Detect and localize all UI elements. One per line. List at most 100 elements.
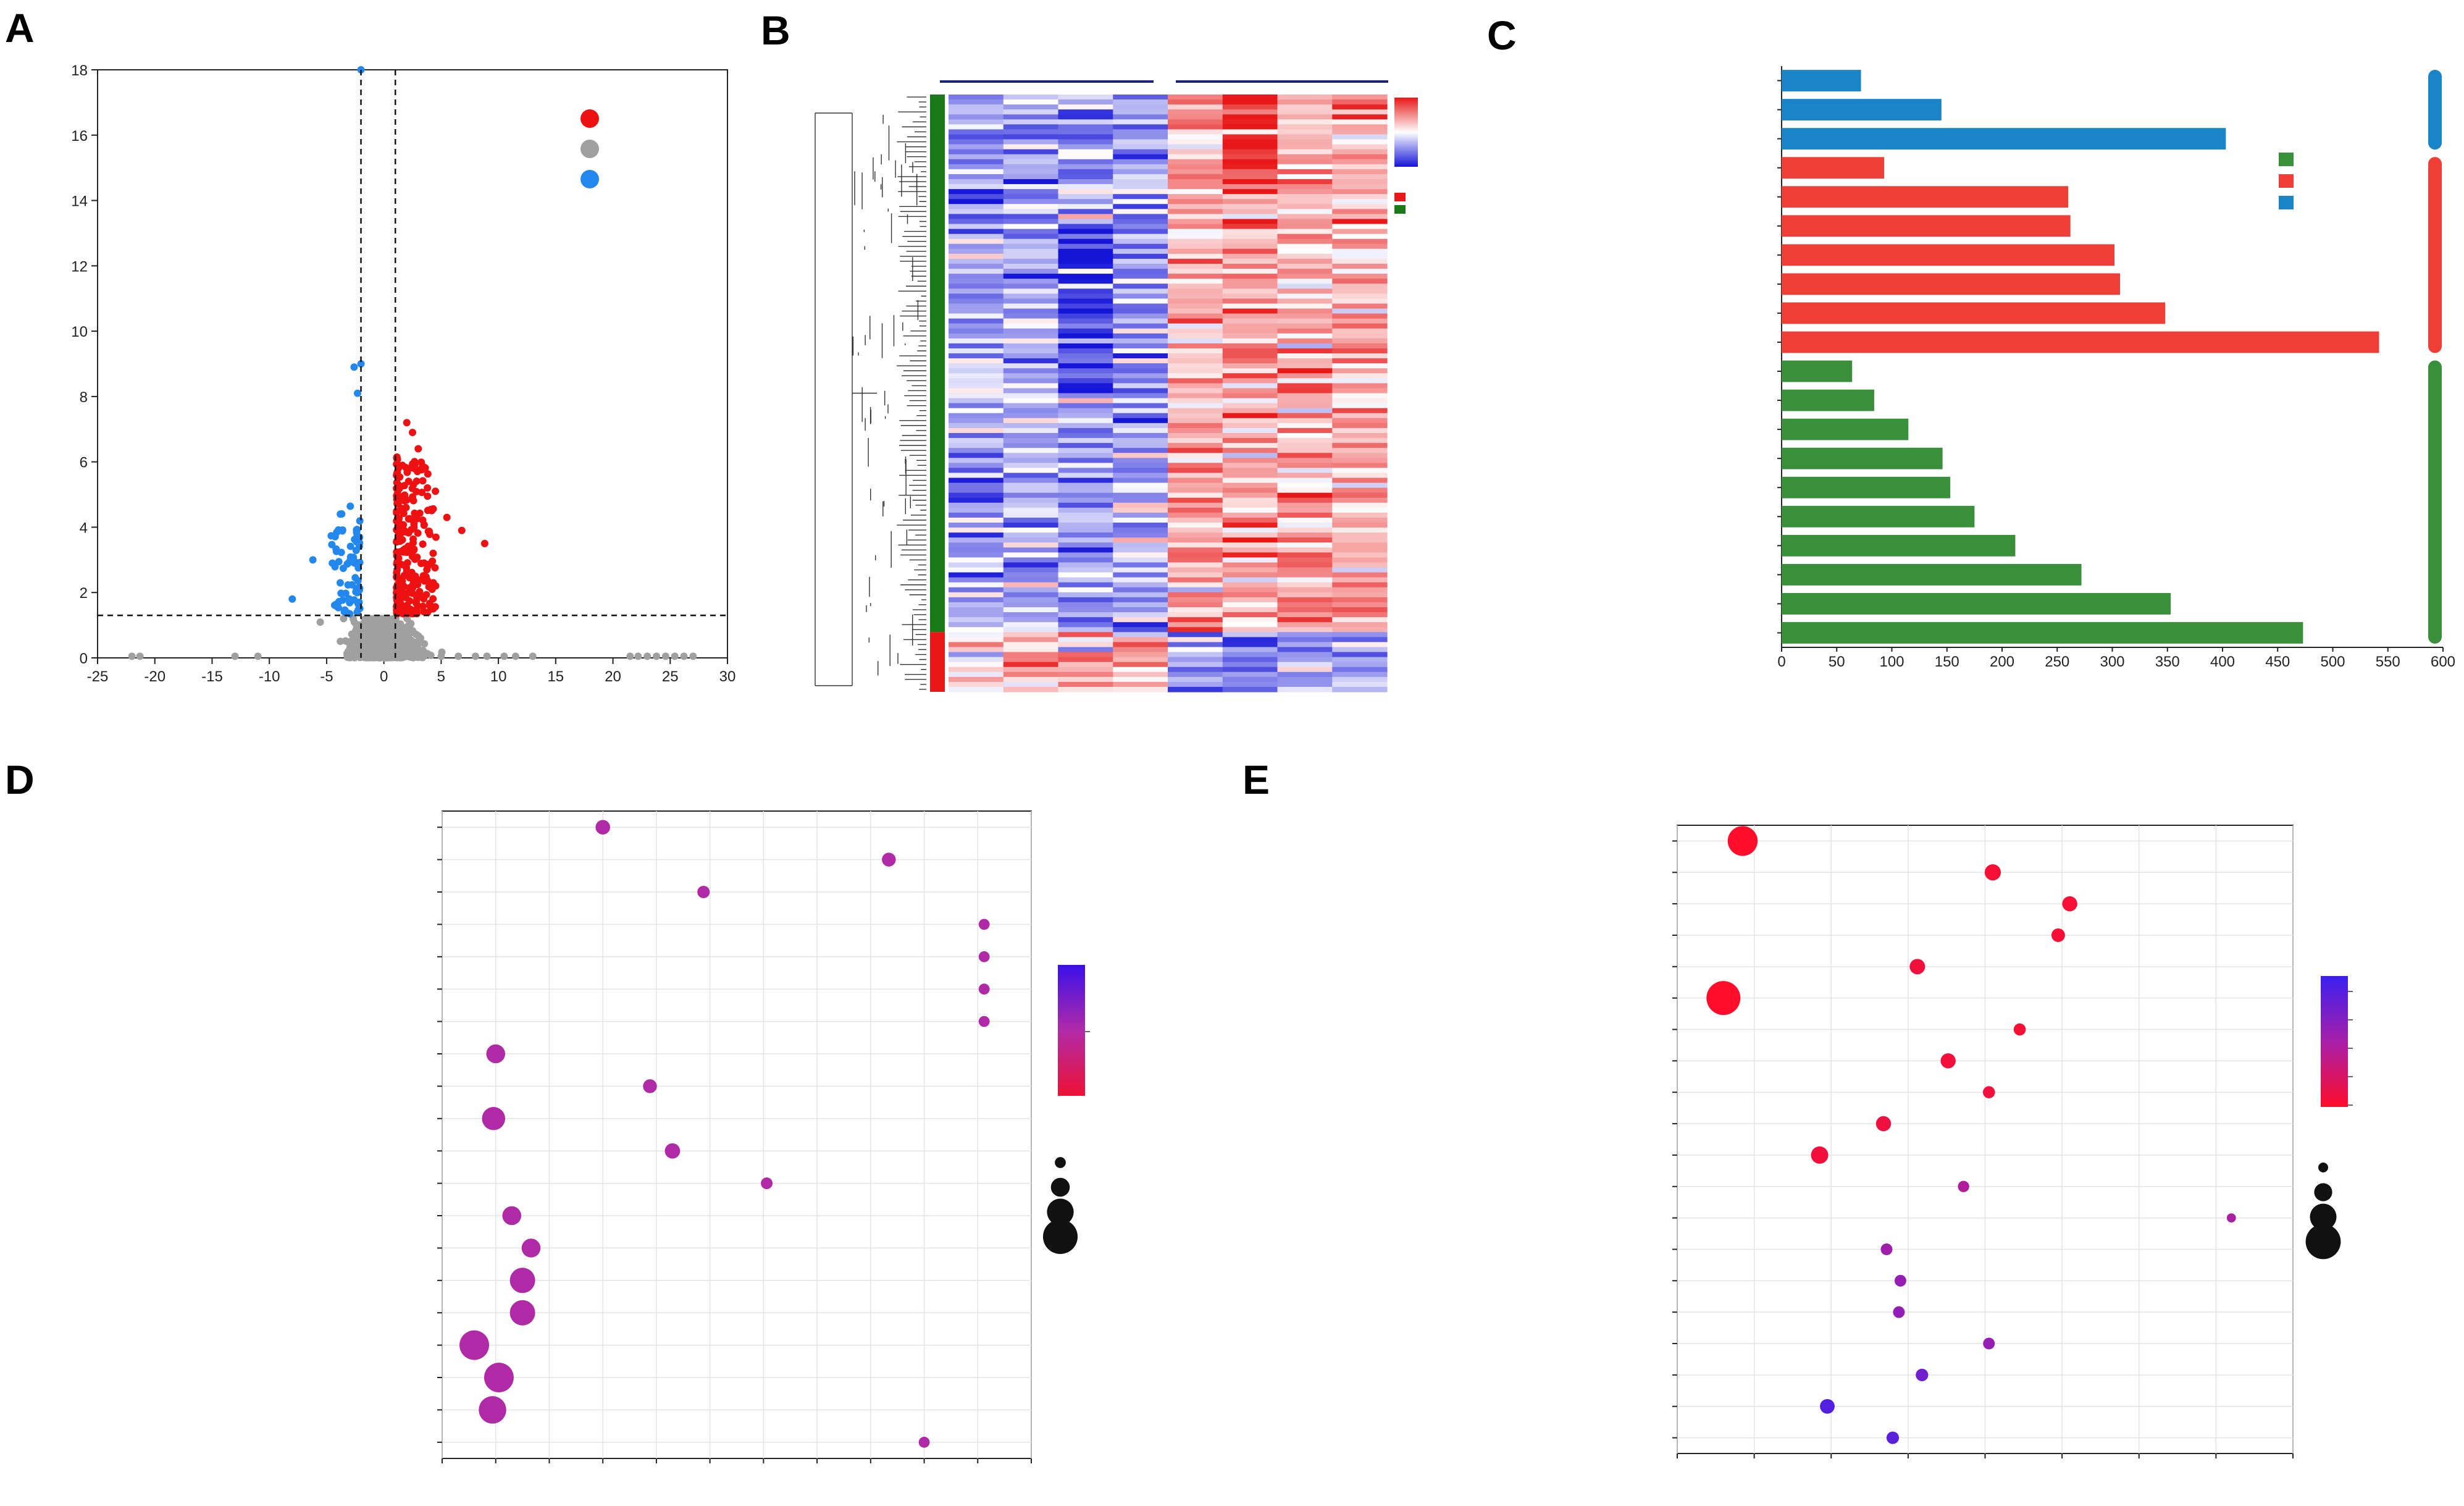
- heatmap-cell: [1222, 562, 1278, 568]
- heatmap-cell: [1332, 557, 1388, 563]
- heatmap-cell: [1222, 592, 1278, 598]
- heatmap-cell: [1222, 418, 1278, 424]
- size-legend-dot: [2318, 1163, 2328, 1172]
- heatmap-cell: [1222, 602, 1278, 608]
- heatmap-cell: [1168, 229, 1223, 235]
- heatmap-cell: [1058, 602, 1113, 608]
- heatmap-cell: [1058, 154, 1113, 160]
- heatmap-cell: [1277, 671, 1333, 678]
- heatmap-cell: [1168, 468, 1223, 474]
- nosig-point: [128, 652, 136, 660]
- heatmap-cell: [949, 388, 1004, 394]
- heatmap-cell: [949, 597, 1004, 603]
- heatmap-cell: [949, 408, 1004, 414]
- heatmap-cell: [1222, 288, 1278, 294]
- heatmap-cell: [1058, 253, 1113, 259]
- heatmap-cell: [1113, 323, 1168, 329]
- heatmap-cell: [1003, 378, 1059, 384]
- nosig-point: [360, 620, 368, 628]
- heatmap-cell: [1058, 219, 1113, 225]
- heatmap-cell: [1332, 592, 1388, 598]
- heatmap-cell: [1168, 343, 1223, 349]
- heatmap-cell: [1113, 263, 1168, 269]
- heatmap-cell: [949, 497, 1004, 503]
- heatmap-cell: [1058, 284, 1113, 289]
- enrichment-dot: [459, 1330, 490, 1360]
- heatmap-cell: [1058, 189, 1113, 195]
- y-tick-label: 16: [71, 128, 88, 145]
- heatmap-cell: [949, 214, 1004, 220]
- heatmap-cell: [1168, 438, 1223, 444]
- heatmap-cell: [949, 552, 1004, 558]
- panel-label-a: A: [5, 5, 35, 51]
- heatmap-cell: [1058, 612, 1113, 618]
- heatmap-cell: [1277, 159, 1333, 165]
- heatmap-cell: [1058, 567, 1113, 573]
- heatmap-cell: [1113, 612, 1168, 618]
- heatmap-cell: [1058, 398, 1113, 404]
- heatmap-cell: [1332, 403, 1388, 409]
- up-point: [480, 539, 488, 547]
- heatmap-cell: [1168, 253, 1223, 259]
- heatmap-cell: [1168, 423, 1223, 429]
- subcluster-bar-1: [930, 632, 945, 692]
- heatmap-cell: [1003, 114, 1059, 120]
- heatmap-cell: [1003, 627, 1059, 633]
- heatmap-cell: [1277, 189, 1333, 195]
- heatmap-cell: [1003, 124, 1059, 130]
- heatmap-cell: [1113, 577, 1168, 583]
- heatmap-cell: [1222, 383, 1278, 389]
- heatmap-cell: [1113, 224, 1168, 230]
- heatmap-cell: [1277, 512, 1333, 518]
- heatmap-cell: [1113, 393, 1168, 399]
- heatmap-cell: [1332, 427, 1388, 434]
- heatmap-cell: [1332, 537, 1388, 543]
- heatmap-cell: [1003, 523, 1059, 528]
- down-point: [329, 559, 337, 567]
- colorbar: [2321, 976, 2348, 1107]
- heatmap-cell: [1003, 423, 1059, 429]
- heatmap-cell: [1168, 124, 1223, 130]
- heatmap-cell: [1113, 214, 1168, 220]
- heatmap-cell: [1222, 622, 1278, 628]
- nosig-point: [388, 654, 396, 662]
- heatmap-cell: [1332, 492, 1388, 498]
- heatmap-cell: [1113, 209, 1168, 214]
- heatmap-cell: [1003, 427, 1059, 434]
- heatmap-cell: [1277, 358, 1333, 364]
- enrichment-dot: [1983, 1337, 1995, 1350]
- heatmap-cell: [1003, 482, 1059, 489]
- heatmap-cell: [1113, 293, 1168, 299]
- heatmap-cell: [1113, 144, 1168, 150]
- heatmap-cell: [1003, 408, 1059, 414]
- heatmap-cell: [949, 358, 1004, 364]
- heatmap-cell: [1113, 562, 1168, 568]
- x-tick-label: 500: [2320, 654, 2345, 670]
- heatmap-cell: [1058, 209, 1113, 214]
- heatmap-cell: [1168, 652, 1223, 658]
- enrichment-dot: [1886, 1431, 1900, 1444]
- heatmap-cell: [1332, 154, 1388, 160]
- heatmap-cell: [1277, 209, 1333, 214]
- nosig-point: [136, 652, 144, 660]
- heatmap-cell: [1058, 473, 1113, 479]
- heatmap-cell: [1168, 681, 1223, 688]
- enrichment-dot: [1820, 1399, 1835, 1414]
- heatmap-cell: [1113, 458, 1168, 463]
- nosig-point: [414, 646, 422, 654]
- heatmap-cell: [1222, 134, 1278, 140]
- heatmap-cell: [1003, 109, 1059, 115]
- heatmap-cell: [1058, 552, 1113, 558]
- heatmap-cell: [1332, 662, 1388, 668]
- heatmap-cell: [1168, 154, 1223, 160]
- x-tick-label: 100: [1879, 654, 1904, 670]
- go-annotation-bar: [1782, 273, 2120, 295]
- heatmap-cell: [949, 164, 1004, 170]
- heatmap-cell: [1277, 388, 1333, 394]
- heatmap-cell: [1168, 592, 1223, 598]
- heatmap-cell: [1277, 622, 1333, 628]
- heatmap-cell: [1277, 507, 1333, 513]
- heatmap-cell: [1168, 204, 1223, 209]
- heatmap-cell: [949, 233, 1004, 240]
- heatmap-cell: [1332, 288, 1388, 294]
